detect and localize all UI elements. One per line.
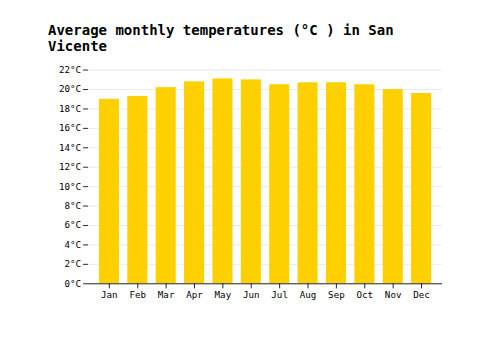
svg-text:8°C: 8°C: [64, 200, 81, 211]
svg-text:16°C: 16°C: [59, 122, 81, 133]
svg-text:Apr: Apr: [186, 289, 203, 300]
svg-text:Feb: Feb: [129, 289, 146, 300]
svg-text:Sep: Sep: [328, 289, 345, 300]
svg-text:18°C: 18°C: [59, 103, 81, 114]
svg-text:May: May: [215, 289, 232, 300]
svg-text:Jan: Jan: [101, 289, 118, 300]
svg-text:Jul: Jul: [271, 289, 288, 300]
svg-text:2°C: 2°C: [64, 258, 81, 269]
svg-text:Nov: Nov: [385, 289, 402, 300]
svg-text:4°C: 4°C: [64, 239, 81, 250]
svg-text:22°C: 22°C: [59, 64, 81, 75]
svg-text:6°C: 6°C: [64, 219, 81, 230]
svg-text:Mar: Mar: [158, 289, 175, 300]
svg-text:Jun: Jun: [243, 289, 260, 300]
svg-text:12°C: 12°C: [59, 161, 81, 172]
svg-text:Oct: Oct: [356, 289, 373, 300]
svg-text:20°C: 20°C: [59, 83, 81, 94]
svg-text:Dec: Dec: [413, 289, 430, 300]
svg-text:Aug: Aug: [300, 289, 317, 300]
svg-text:14°C: 14°C: [59, 142, 81, 153]
svg-text:10°C: 10°C: [59, 181, 81, 192]
html-text:Average monthly temperatures (: Average monthly temperatures (°C ) in Sa…: [48, 22, 394, 54]
svg-text:0°C: 0°C: [64, 278, 81, 289]
